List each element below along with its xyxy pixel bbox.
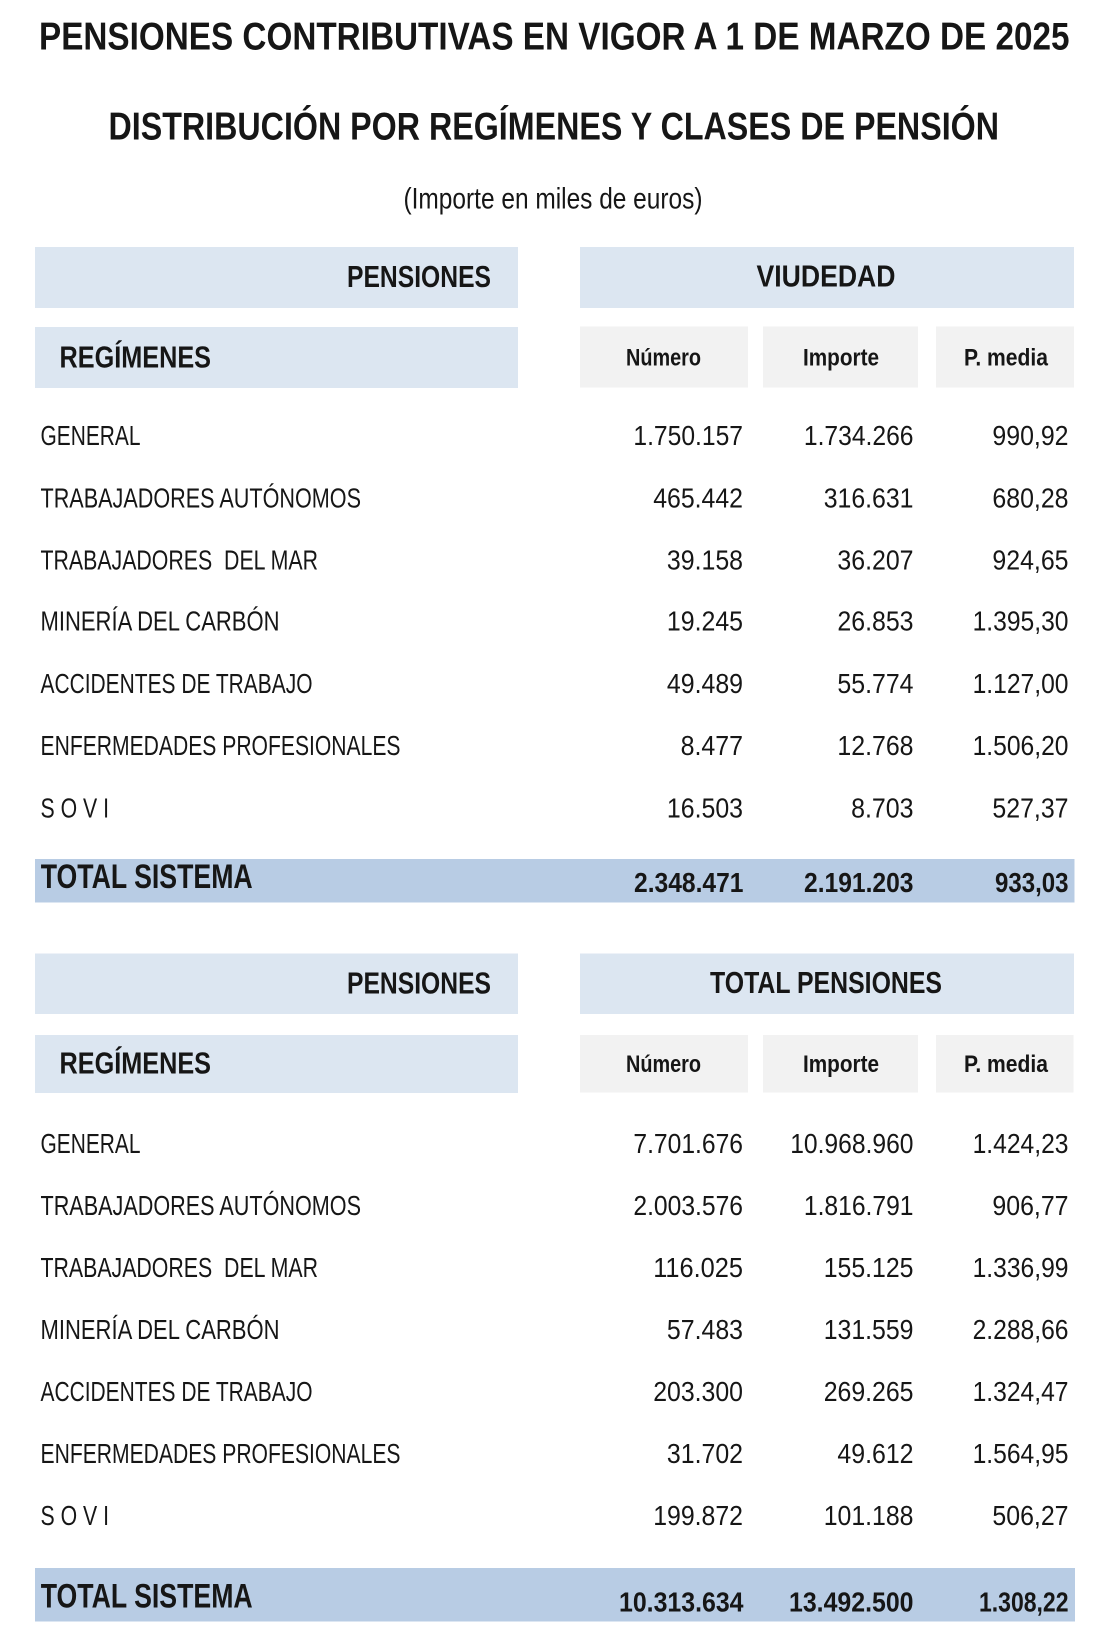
svg-text:1.395,30: 1.395,30: [973, 606, 1069, 637]
svg-text:1.564,95: 1.564,95: [973, 1438, 1069, 1469]
svg-text:ACCIDENTES DE TRABAJO: ACCIDENTES DE TRABAJO: [41, 668, 313, 699]
svg-text:Número: Número: [626, 345, 701, 372]
svg-text:ENFERMEDADES PROFESIONALES: ENFERMEDADES PROFESIONALES: [41, 1438, 401, 1469]
svg-text:TOTAL SISTEMA: TOTAL SISTEMA: [41, 1578, 253, 1616]
svg-text:TRABAJADORES AUTÓNOMOS: TRABAJADORES AUTÓNOMOS: [41, 483, 362, 514]
svg-text:316.631: 316.631: [824, 483, 914, 514]
svg-text:1.424,23: 1.424,23: [973, 1128, 1069, 1159]
svg-text:10.313.634: 10.313.634: [619, 1587, 744, 1618]
svg-text:1.816.791: 1.816.791: [804, 1190, 914, 1221]
svg-text:7.701.676: 7.701.676: [633, 1128, 743, 1159]
svg-text:31.702: 31.702: [667, 1438, 743, 1469]
svg-text:12.768: 12.768: [837, 730, 913, 761]
svg-text:199.872: 199.872: [653, 1500, 743, 1531]
svg-text:203.300: 203.300: [653, 1376, 743, 1407]
svg-text:1.750.157: 1.750.157: [633, 420, 743, 451]
svg-text:MINERÍA DEL CARBÓN: MINERÍA DEL CARBÓN: [41, 606, 280, 637]
svg-text:P. media: P. media: [964, 1051, 1049, 1078]
svg-text:527,37: 527,37: [992, 793, 1068, 824]
svg-text:TOTAL PENSIONES: TOTAL PENSIONES: [710, 965, 942, 1000]
svg-text:PENSIONES: PENSIONES: [347, 259, 491, 294]
svg-text:8.477: 8.477: [681, 730, 743, 761]
svg-text:S O V I: S O V I: [41, 1500, 110, 1531]
svg-text:990,92: 990,92: [992, 420, 1068, 451]
svg-text:MINERÍA DEL CARBÓN: MINERÍA DEL CARBÓN: [41, 1314, 280, 1345]
svg-text:116.025: 116.025: [653, 1252, 743, 1283]
svg-text:39.158: 39.158: [667, 545, 743, 576]
svg-text:10.968.960: 10.968.960: [790, 1128, 913, 1159]
svg-text:VIUDEDAD: VIUDEDAD: [757, 259, 896, 294]
svg-text:1.506,20: 1.506,20: [973, 730, 1069, 761]
svg-text:TRABAJADORES DEL MAR: TRABAJADORES DEL MAR: [41, 545, 319, 576]
svg-text:269.265: 269.265: [824, 1376, 914, 1407]
svg-text:ACCIDENTES DE TRABAJO: ACCIDENTES DE TRABAJO: [41, 1376, 313, 1407]
svg-text:TRABAJADORES AUTÓNOMOS: TRABAJADORES AUTÓNOMOS: [41, 1190, 362, 1221]
svg-text:1.308,22: 1.308,22: [979, 1587, 1069, 1618]
svg-text:2.003.576: 2.003.576: [633, 1190, 743, 1221]
svg-text:101.188: 101.188: [824, 1500, 914, 1531]
svg-text:55.774: 55.774: [837, 668, 913, 699]
svg-text:506,27: 506,27: [992, 1500, 1068, 1531]
svg-text:2.191.203: 2.191.203: [804, 867, 914, 898]
svg-text:465.442: 465.442: [653, 483, 743, 514]
svg-text:Número: Número: [626, 1051, 701, 1078]
svg-text:924,65: 924,65: [992, 545, 1068, 576]
svg-text:680,28: 680,28: [992, 483, 1068, 514]
svg-text:(Importe en miles de euros): (Importe en miles de euros): [404, 182, 703, 215]
svg-text:2.288,66: 2.288,66: [973, 1314, 1069, 1345]
svg-text:49.612: 49.612: [837, 1438, 913, 1469]
svg-text:1.734.266: 1.734.266: [804, 420, 914, 451]
svg-text:16.503: 16.503: [667, 793, 743, 824]
svg-text:13.492.500: 13.492.500: [789, 1587, 914, 1618]
svg-text:PENSIONES: PENSIONES: [347, 966, 491, 1001]
svg-text:2.348.471: 2.348.471: [634, 867, 744, 898]
svg-text:DISTRIBUCIÓN POR REGÍMENES Y C: DISTRIBUCIÓN POR REGÍMENES Y CLASES DE P…: [109, 104, 1000, 148]
svg-text:REGÍMENES: REGÍMENES: [60, 340, 212, 375]
svg-text:TOTAL SISTEMA: TOTAL SISTEMA: [41, 858, 253, 896]
svg-text:906,77: 906,77: [992, 1190, 1068, 1221]
svg-text:1.324,47: 1.324,47: [973, 1376, 1069, 1407]
svg-text:GENERAL: GENERAL: [41, 420, 141, 451]
svg-text:TRABAJADORES DEL MAR: TRABAJADORES DEL MAR: [41, 1252, 319, 1283]
svg-text:Importe: Importe: [803, 1051, 879, 1078]
svg-text:36.207: 36.207: [837, 545, 913, 576]
svg-text:PENSIONES CONTRIBUTIVAS EN VIG: PENSIONES CONTRIBUTIVAS EN VIGOR A 1 DE …: [39, 16, 1070, 59]
svg-text:49.489: 49.489: [667, 668, 743, 699]
svg-text:131.559: 131.559: [824, 1314, 914, 1345]
svg-text:1.336,99: 1.336,99: [973, 1252, 1069, 1283]
svg-text:933,03: 933,03: [995, 867, 1069, 898]
svg-text:155.125: 155.125: [824, 1252, 914, 1283]
svg-text:REGÍMENES: REGÍMENES: [60, 1046, 212, 1081]
svg-text:S O V I: S O V I: [41, 793, 110, 824]
svg-text:26.853: 26.853: [837, 606, 913, 637]
svg-text:1.127,00: 1.127,00: [973, 668, 1069, 699]
svg-text:19.245: 19.245: [667, 606, 743, 637]
svg-text:Importe: Importe: [803, 345, 879, 372]
svg-text:57.483: 57.483: [667, 1314, 743, 1345]
svg-text:8.703: 8.703: [851, 793, 913, 824]
svg-text:P. media: P. media: [964, 345, 1049, 372]
svg-text:GENERAL: GENERAL: [41, 1128, 141, 1159]
svg-text:ENFERMEDADES PROFESIONALES: ENFERMEDADES PROFESIONALES: [41, 730, 401, 761]
